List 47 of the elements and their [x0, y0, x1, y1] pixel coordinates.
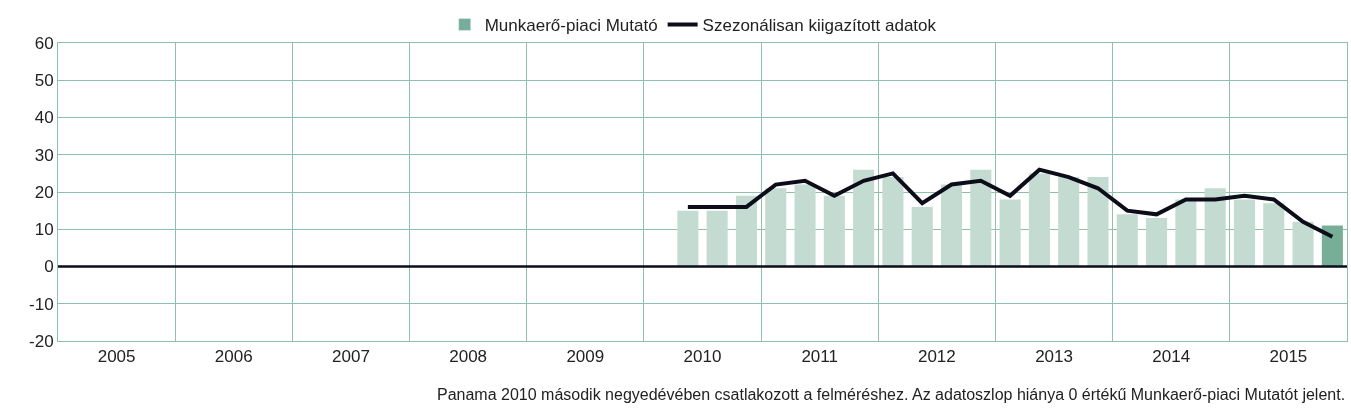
y-tick-label: -10 [29, 294, 54, 314]
bar [735, 195, 757, 267]
x-tick-label: 2008 [449, 347, 488, 367]
text: Panama 2010 második negyedévében csatlakozott a felméréshez. Az adatoszlop hiánya 0 értékű Munkaerő-piaci Mutatót jelent. [437, 386, 1346, 403]
y-tick-label: 60 [34, 33, 54, 53]
bar [940, 184, 963, 267]
y-tick-label: 10 [34, 220, 54, 240]
bar [1146, 218, 1168, 267]
bar [1058, 177, 1080, 267]
bar [765, 188, 787, 267]
bar [1233, 199, 1256, 267]
x-tick-label: 2013 [1035, 347, 1073, 367]
bar [882, 177, 904, 267]
legend-label: Munkaerő-piaci Mutató [484, 16, 658, 36]
line-series [685, 167, 1335, 239]
x-tick-label: 2007 [332, 347, 370, 367]
bar [853, 169, 875, 267]
y-tick-label: 20 [34, 182, 54, 202]
x-tick-label: 2012 [917, 347, 956, 367]
bar [823, 195, 845, 267]
y-tick-label: 40 [34, 108, 54, 128]
y-tick-label: 30 [34, 145, 54, 165]
x-tick-label: 2005 [97, 347, 136, 367]
y-tick-label: -20 [29, 331, 54, 351]
x-tick-label: 2014 [1152, 347, 1191, 367]
bar [1028, 173, 1050, 267]
bar [1321, 225, 1343, 267]
bar [999, 199, 1021, 267]
bar [1204, 188, 1226, 267]
bar [706, 210, 728, 267]
bar [911, 206, 933, 267]
x-tick-label: 2010 [683, 347, 722, 367]
y-tick-label: 0 [44, 257, 54, 277]
y-tick-label: 50 [34, 71, 54, 91]
bar [1087, 177, 1109, 267]
bar [1175, 199, 1197, 267]
bar [970, 169, 992, 267]
bar [1292, 221, 1314, 267]
bar [677, 210, 699, 267]
x-tick-label: 2015 [1269, 347, 1308, 367]
x-tick-label: 2011 [801, 347, 838, 367]
bar [794, 184, 816, 267]
bar [1116, 214, 1138, 267]
x-tick-label: 2009 [566, 347, 605, 367]
legend-label: Szezonálisan kiigazított adatok [702, 16, 937, 36]
x-tick-label: 2006 [214, 347, 253, 367]
bar [1263, 203, 1285, 267]
